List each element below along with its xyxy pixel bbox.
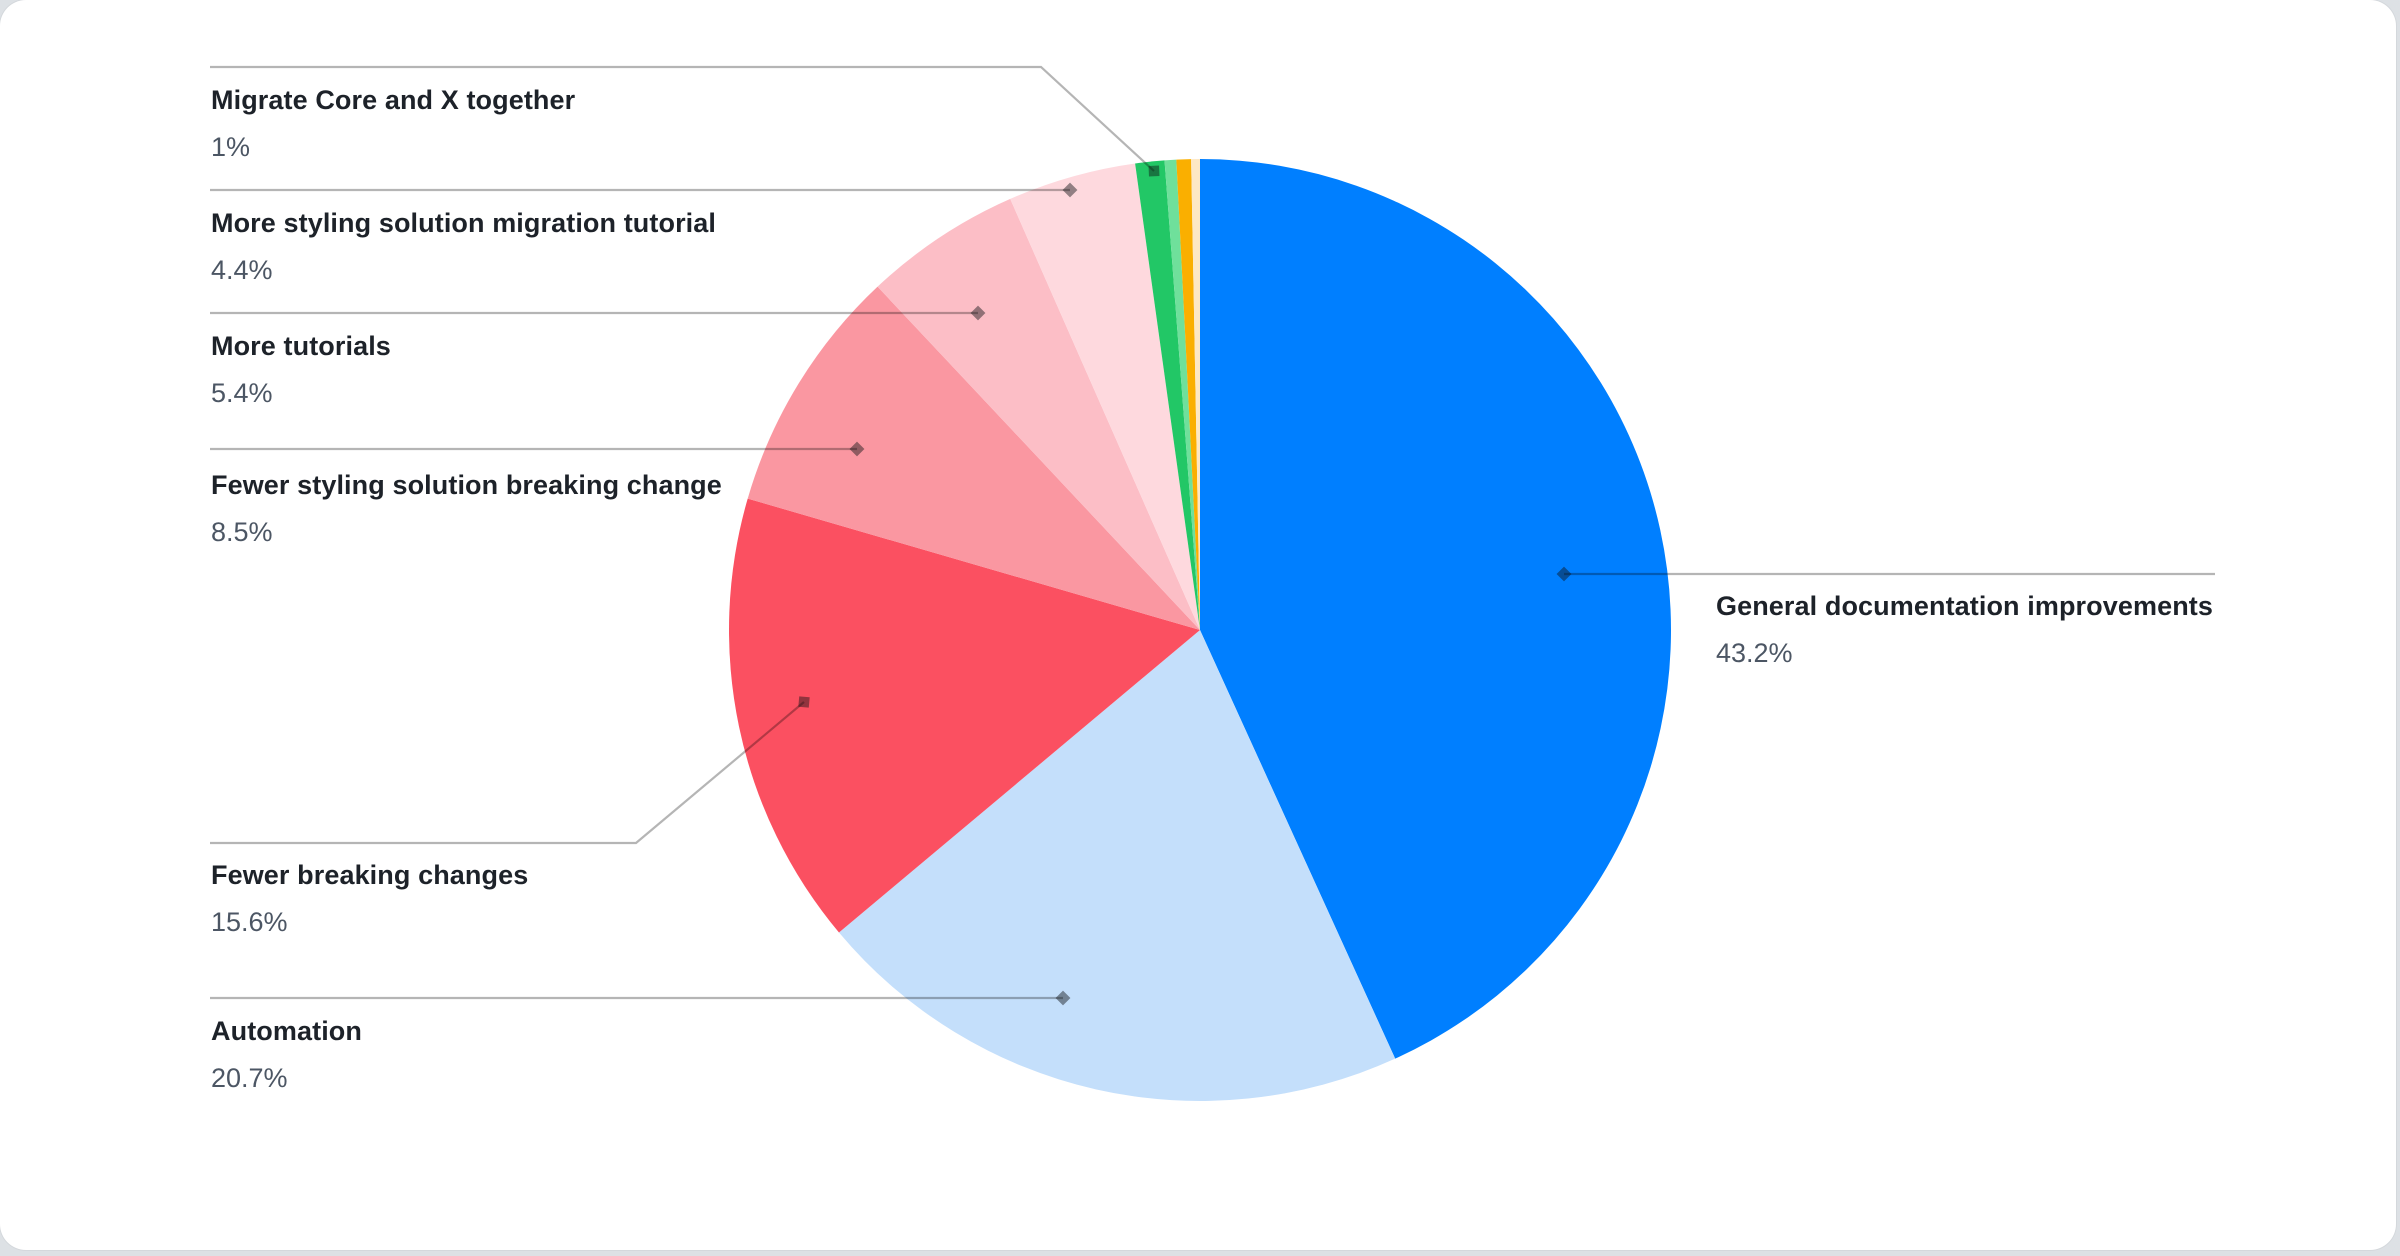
leader-marker-more-tutorials — [970, 305, 986, 321]
leader-line-fewer-breaking-changes — [210, 701, 805, 845]
pie-slice-unlabeled-9[interactable] — [1191, 158, 1200, 630]
leader-marker-general-documentation-improvements — [1556, 566, 1572, 582]
callout-value: 8.5% — [211, 517, 273, 547]
callout-value: 43.2% — [1716, 638, 1793, 668]
callout-label: Migrate Core and X together — [211, 85, 576, 115]
callout-value: 5.4% — [211, 378, 273, 408]
leader-line-migrate-core-and-x-together — [210, 65, 1155, 172]
leader-marker-automation — [1055, 990, 1071, 1006]
callout-fewer-breaking-changes: Fewer breaking changes 15.6% — [211, 859, 528, 938]
callout-migrate-core-and-x-together: Migrate Core and X together 1% — [211, 84, 575, 163]
leader-marker-fewer-styling-solution-breaking-change — [849, 441, 865, 457]
pie-slice-general-documentation-improvements[interactable] — [1200, 159, 1671, 1059]
pie-slice-unlabeled-8[interactable] — [1176, 159, 1200, 630]
callout-fewer-styling-solution-breaking-change: Fewer styling solution breaking change 8… — [211, 469, 722, 548]
callout-label: Automation — [211, 1016, 362, 1046]
leader-marker-more-styling-solution-migration-tutorial — [1062, 182, 1078, 198]
leader-marker-fewer-breaking-changes — [798, 696, 810, 708]
pie-slice-migrate-core-and-x-together[interactable] — [1135, 160, 1200, 630]
callout-value: 20.7% — [211, 1063, 288, 1093]
callout-value: 4.4% — [211, 255, 273, 285]
pie-slice-more-styling-solution-migration-tutorial[interactable] — [1010, 163, 1200, 631]
callout-automation: Automation 20.7% — [211, 1015, 362, 1094]
callout-label: Fewer breaking changes — [211, 860, 529, 890]
callout-label: More tutorials — [211, 331, 391, 361]
pie-slice-fewer-styling-solution-breaking-change[interactable] — [747, 286, 1200, 630]
callout-label: General documentation improvements — [1716, 591, 2214, 621]
pie-slice-automation[interactable] — [838, 630, 1396, 1102]
pie-slice-more-tutorials[interactable] — [877, 198, 1200, 631]
leader-marker-migrate-core-and-x-together — [1148, 165, 1160, 177]
callout-general-documentation-improvements: General documentation improvements 43.2% — [1716, 590, 2213, 669]
callout-more-tutorials: More tutorials 5.4% — [211, 330, 391, 409]
callout-value: 1% — [211, 132, 251, 162]
pie-slice-fewer-breaking-changes[interactable] — [728, 498, 1200, 933]
callout-label: Fewer styling solution breaking change — [211, 470, 722, 500]
callout-label: More styling solution migration tutorial — [211, 208, 717, 238]
callout-more-styling-solution-migration-tutorial: More styling solution migration tutorial… — [211, 207, 716, 286]
pie-slice-unlabeled-7[interactable] — [1164, 159, 1200, 630]
callout-value: 15.6% — [211, 907, 288, 937]
